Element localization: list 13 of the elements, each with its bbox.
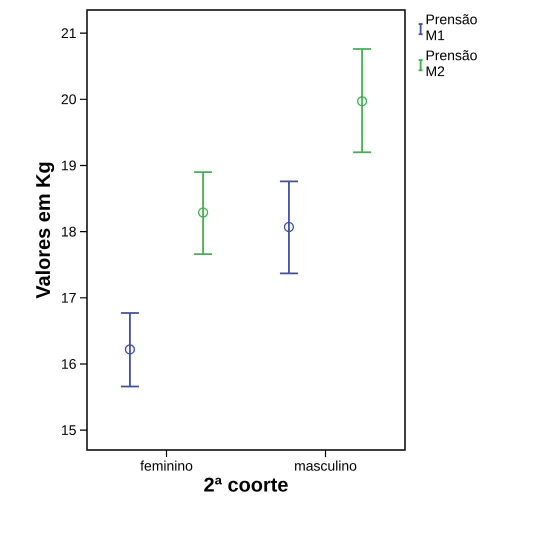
y-tick-label: 17: [62, 293, 76, 303]
y-tick-label: 21: [62, 28, 76, 38]
y-tick-label: 20: [62, 94, 76, 104]
x-tick-label: masculino: [295, 460, 356, 471]
y-tick-label: 15: [62, 425, 76, 436]
y-tick-label: 16: [62, 359, 76, 369]
y-tick-label: 19: [62, 160, 76, 170]
legend-label: Prensão M2: [426, 50, 477, 76]
y-tick-label: 18: [62, 226, 76, 237]
legend-label: Prensão M1: [426, 14, 477, 40]
y-axis-title: Valores em Kg: [35, 162, 54, 299]
x-tick-label: feminino: [140, 460, 192, 471]
x-axis-title: 2ª coorte: [204, 478, 288, 492]
